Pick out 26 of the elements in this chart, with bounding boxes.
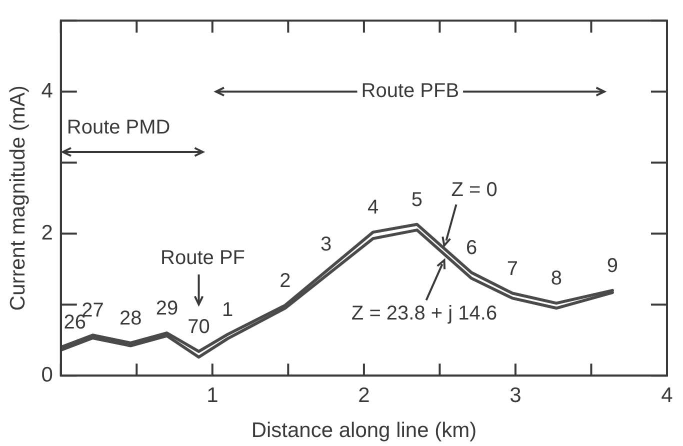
annotation: 8 — [550, 268, 562, 290]
x-axis-title: Distance along line (km) — [251, 419, 477, 442]
x-tick-label: 2 — [358, 384, 370, 407]
annotation: 28 — [119, 307, 142, 330]
annotation: Route PFB — [361, 80, 460, 102]
y-axis-title: Current magnitude (mA) — [6, 85, 30, 311]
annotation: 2 — [280, 270, 291, 292]
annotation: 5 — [411, 188, 423, 211]
y-tick-label: 0 — [41, 363, 53, 386]
annotation: 29 — [156, 298, 178, 320]
annotation: Route PF — [160, 246, 246, 269]
annotation: 1 — [222, 298, 234, 321]
annotation: 6 — [466, 237, 478, 260]
legend-label: Z = 23.8 + j 14.6 — [351, 302, 498, 325]
y-tick-label: 2 — [41, 221, 53, 244]
annotation: Route PMD — [66, 116, 170, 138]
x-tick-label: 3 — [510, 384, 522, 407]
annotation: 7 — [506, 258, 518, 280]
annotation: 70 — [188, 316, 210, 338]
annotation: 4 — [367, 196, 379, 219]
annotation: 3 — [320, 234, 332, 256]
x-tick-label: 4 — [661, 384, 674, 407]
x-tick-label: 1 — [206, 384, 218, 407]
y-tick-label: 4 — [41, 79, 54, 102]
text: Z = 0 — [451, 179, 498, 202]
annotation: 9 — [606, 254, 618, 277]
